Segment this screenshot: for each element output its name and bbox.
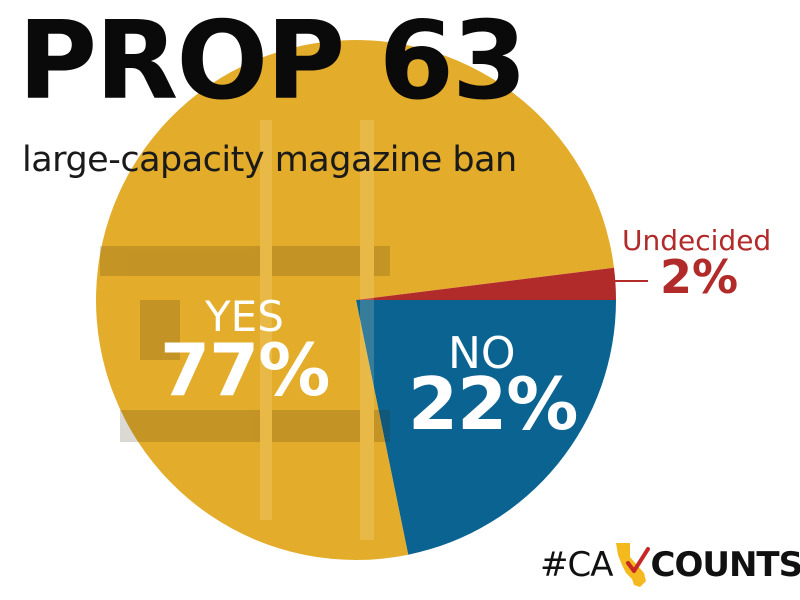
pie-slice-no [356,300,616,555]
checkmark-icon [625,547,650,573]
brand-prefix: #CA [540,545,613,585]
pie-slice-yes [96,39,614,561]
slice-label-undecided: Undecided [622,224,772,257]
ca-counts-logo: #CA COUNTS [540,540,800,590]
slice-label-yes: YES [205,292,284,341]
slice-value-no: 22% [408,362,578,446]
pie-slice-undecided [356,267,616,300]
california-state-icon [614,541,650,589]
brand-suffix: COUNTS [650,545,800,585]
slice-value-undecided: 2% [660,250,739,304]
chart-subtitle: large-capacity magazine ban [22,140,517,180]
slice-label-no: NO [448,328,516,379]
chart-title: PROP 63 [18,0,527,124]
slice-value-yes: 77% [160,328,330,412]
